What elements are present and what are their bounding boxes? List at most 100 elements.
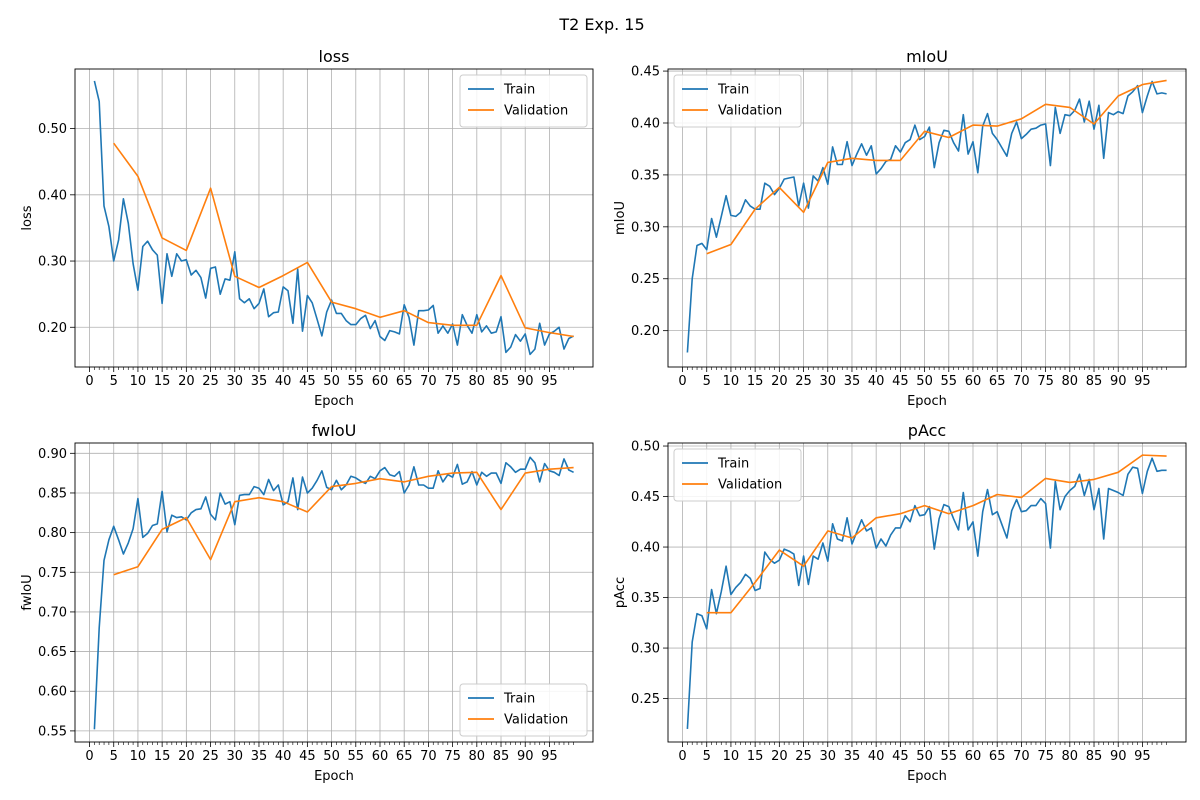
- x-tick-label: 75: [1037, 749, 1054, 764]
- x-tick-label: 35: [251, 749, 268, 764]
- x-tick-label: 70: [420, 374, 437, 389]
- x-tick-label: 70: [420, 749, 437, 764]
- x-axis-label: Epoch: [314, 394, 354, 409]
- axes-frame: [74, 442, 594, 743]
- x-tick-label: 45: [299, 749, 316, 764]
- y-axis-label: fwIoU: [20, 574, 35, 610]
- miou-chart: 0 5 10 15 20 25 30 35 40 45 50 55 60 65 70 75 80 85 90 95 0.…: [613, 47, 1187, 409]
- pacc-chart: 0 5 10 15 20 25 30 35 40 45 50 55 60 65 70 75 80 85 90 95 0.…: [613, 421, 1187, 784]
- x-tick-label: 50: [323, 749, 340, 764]
- legend-box: [459, 683, 588, 737]
- x-tick-label: 30: [819, 374, 836, 389]
- x-tick-label: 75: [1037, 374, 1054, 389]
- y-tick-label: 0.45: [631, 65, 660, 80]
- x-tick-label: 25: [202, 749, 219, 764]
- legend-label-train: Train: [503, 83, 535, 98]
- x-tick-label: 95: [541, 749, 558, 764]
- legend-box: [459, 74, 588, 128]
- x-tick-label: 65: [396, 749, 413, 764]
- x-tick-label: 35: [251, 374, 268, 389]
- legend-label-validation: Validation: [718, 478, 782, 493]
- x-tick-label: 5: [703, 374, 711, 389]
- x-tick-label: 20: [771, 749, 788, 764]
- y-axis-label: pAcc: [613, 577, 628, 608]
- chart-title: loss: [319, 47, 350, 66]
- x-axis-label: Epoch: [907, 769, 947, 784]
- x-tick-label: 65: [396, 374, 413, 389]
- legend-label-train: Train: [717, 457, 749, 472]
- x-tick-label: 20: [771, 374, 788, 389]
- x-tick-label: 85: [493, 749, 510, 764]
- x-tick-label: 45: [299, 374, 316, 389]
- x-tick-label: 95: [541, 374, 558, 389]
- legend-label-train: Train: [503, 692, 535, 707]
- x-axis-label: Epoch: [314, 769, 354, 784]
- legend-box: [673, 448, 802, 502]
- y-tick-label: 0.70: [38, 605, 67, 620]
- x-tick-label: 95: [1134, 749, 1151, 764]
- y-tick-label: 0.80: [38, 526, 67, 541]
- y-tick-label: 0.60: [38, 685, 67, 700]
- y-axis-label: loss: [20, 205, 35, 230]
- y-tick-label: 0.35: [631, 591, 660, 606]
- y-tick-label: 0.50: [631, 440, 660, 455]
- legend: Train Validation: [459, 74, 588, 128]
- x-tick-label: 75: [444, 749, 461, 764]
- x-tick-label: 40: [868, 374, 885, 389]
- x-tick-label: 80: [1062, 374, 1079, 389]
- x-tick-label: 35: [844, 749, 861, 764]
- y-tick-label: 0.30: [631, 642, 660, 657]
- axes-frame: [667, 442, 1187, 743]
- x-tick-label: 75: [444, 374, 461, 389]
- x-tick-label: 30: [226, 374, 243, 389]
- x-tick-label: 0: [678, 749, 686, 764]
- x-tick-label: 60: [965, 749, 982, 764]
- series-line-train: [686, 457, 1167, 729]
- y-tick-label: 0.20: [631, 324, 660, 339]
- x-tick-label: 0: [678, 374, 686, 389]
- x-tick-label: 95: [1134, 374, 1151, 389]
- y-tick-label: 0.40: [631, 116, 660, 131]
- x-tick-label: 55: [941, 749, 958, 764]
- chart-title: mIoU: [906, 47, 948, 66]
- x-tick-label: 15: [154, 749, 171, 764]
- series-line-validation: [113, 466, 574, 576]
- x-tick-label: 25: [202, 374, 219, 389]
- x-tick-label: 90: [517, 374, 534, 389]
- legend-label-train: Train: [717, 83, 749, 98]
- x-tick-label: 80: [469, 749, 486, 764]
- x-tick-label: 70: [1013, 374, 1030, 389]
- x-tick-label: 10: [723, 749, 740, 764]
- x-tick-label: 50: [323, 374, 340, 389]
- x-tick-label: 35: [844, 374, 861, 389]
- series-line-train: [93, 456, 574, 730]
- x-tick-label: 40: [275, 749, 292, 764]
- x-tick-label: 65: [989, 374, 1006, 389]
- x-tick-label: 90: [1110, 749, 1127, 764]
- x-tick-label: 30: [819, 749, 836, 764]
- x-tick-label: 5: [110, 374, 118, 389]
- x-tick-label: 15: [747, 374, 764, 389]
- y-tick-label: 0.40: [38, 188, 67, 203]
- legend-label-validation: Validation: [718, 104, 782, 119]
- legend-box: [673, 74, 802, 128]
- chart-title: pAcc: [908, 421, 946, 440]
- x-tick-label: 40: [868, 749, 885, 764]
- x-tick-label: 70: [1013, 749, 1030, 764]
- y-tick-label: 0.55: [38, 724, 67, 739]
- x-tick-label: 85: [1086, 749, 1103, 764]
- y-tick-label: 0.40: [631, 541, 660, 556]
- y-axis-label: mIoU: [613, 201, 628, 235]
- y-tick-label: 0.50: [38, 122, 67, 137]
- x-tick-label: 0: [85, 374, 93, 389]
- legend: Train Validation: [459, 683, 588, 737]
- x-tick-label: 60: [965, 374, 982, 389]
- fwiou-chart: 0 5 10 15 20 25 30 35 40 45 50 55 60 65 70 75 80 85 90 95 0.…: [20, 421, 594, 784]
- x-tick-label: 20: [178, 749, 195, 764]
- x-tick-label: 55: [348, 374, 365, 389]
- y-tick-label: 0.45: [631, 490, 660, 505]
- series-line-validation: [706, 79, 1167, 255]
- x-tick-label: 55: [941, 374, 958, 389]
